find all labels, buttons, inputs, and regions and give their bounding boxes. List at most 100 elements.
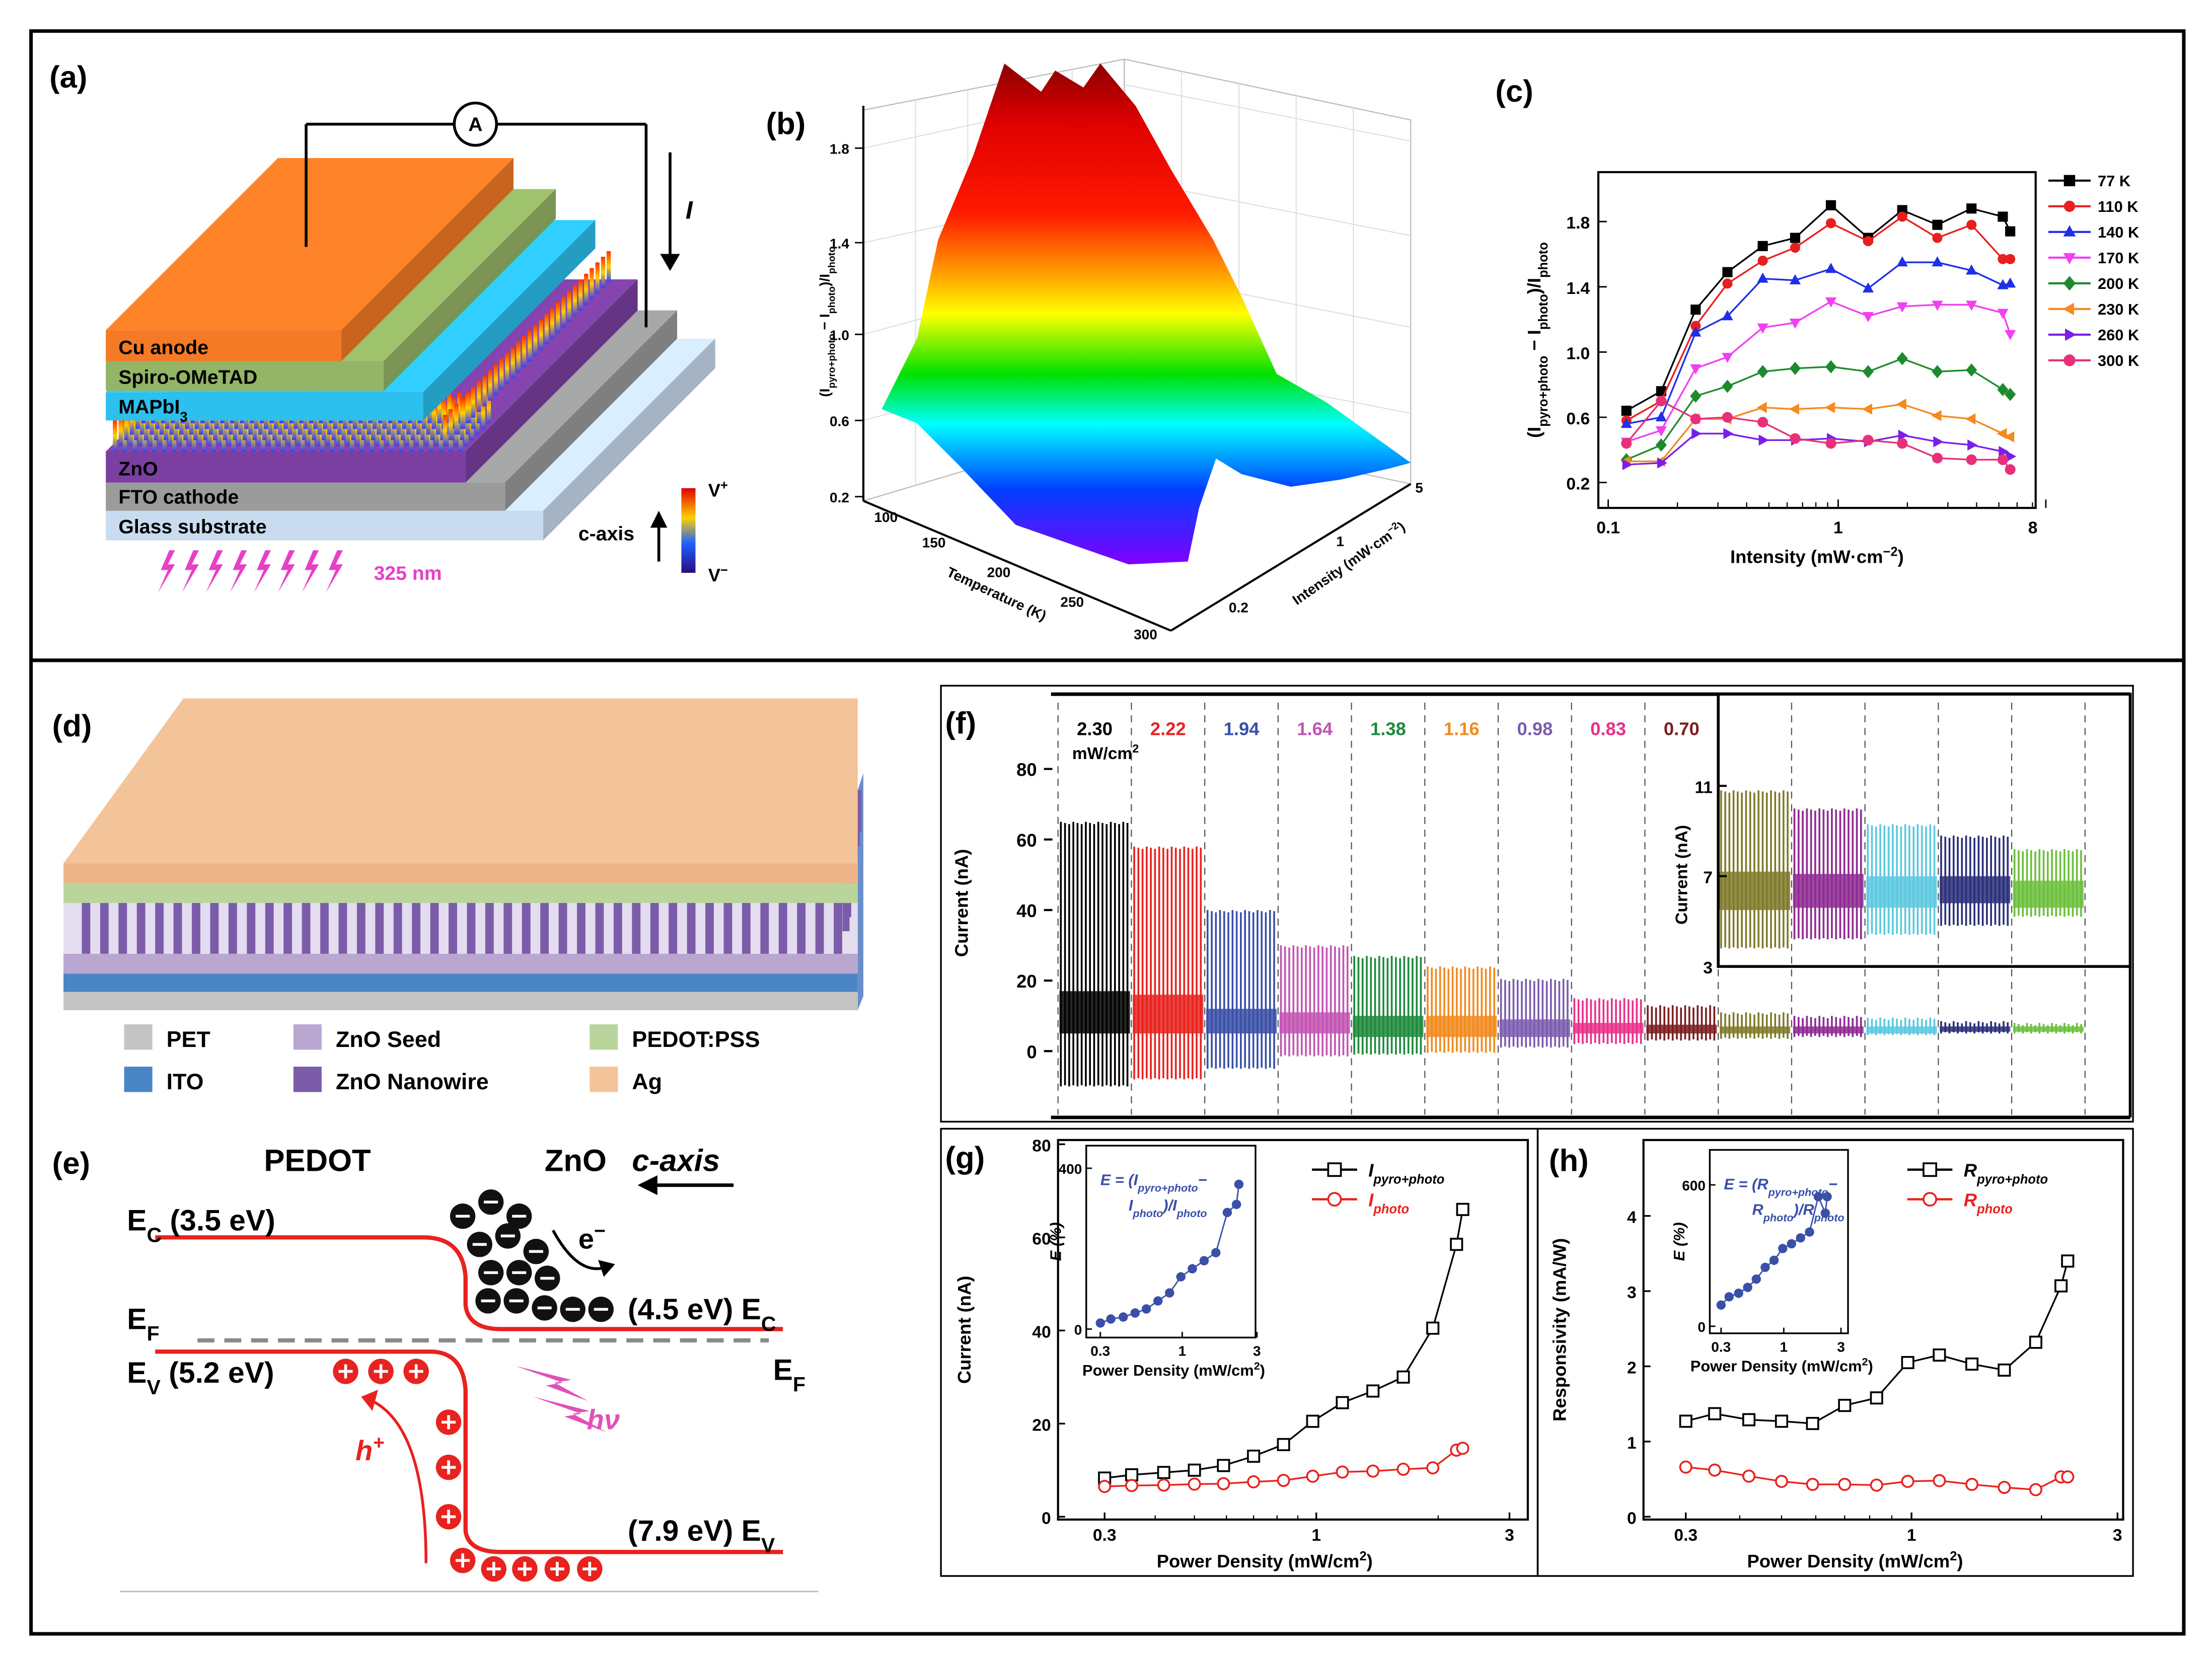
data-point: [1775, 1475, 1789, 1488]
temperature-tick-label: 200: [987, 564, 1011, 580]
intensity-axis: [1170, 483, 1412, 632]
x-axis-label: Power Density (mW/cm2): [1157, 1549, 1373, 1571]
data-point: [1932, 365, 1943, 379]
temperature-tick-label: 300: [1134, 627, 1157, 642]
hole-label: h+: [355, 1432, 384, 1466]
inset-data-point: [1211, 1248, 1221, 1257]
layer-top-face: [106, 158, 514, 330]
y-tick-label: 2: [1627, 1359, 1637, 1378]
y-tick-label: 1.0: [1566, 344, 1590, 363]
data-point: [1789, 403, 1800, 415]
data-point: [1901, 1356, 1914, 1370]
data-point: [1655, 426, 1667, 437]
data-point: [1838, 1399, 1852, 1412]
inset-y-tick-label: 11: [1694, 778, 1713, 797]
intensity-label: 1.38: [1370, 718, 1406, 739]
nanowire: [486, 392, 491, 423]
data-point: [1775, 1414, 1789, 1428]
inset-data-point: [1805, 1227, 1814, 1237]
z-tick-label: 1.8: [830, 141, 849, 157]
uv-light-icon: [158, 550, 175, 593]
legend-label: Ipyro+photo: [1368, 1160, 1444, 1187]
nanowire: [503, 902, 512, 954]
data-point: [1998, 1363, 2011, 1377]
inset-frame-g: [1085, 1145, 1257, 1338]
data-point: [1870, 1391, 1883, 1405]
current-band: [1353, 1016, 1424, 1037]
inset-data-point: [1176, 1272, 1186, 1282]
data-point: [1897, 211, 1907, 222]
data-point: [1863, 236, 1874, 247]
data-point: [1723, 428, 1734, 439]
intensity-label: 0.83: [1590, 718, 1626, 739]
legend-label: 300 K: [2098, 352, 2139, 369]
uv-light-icon: [302, 550, 319, 593]
layer-label: FTO cathode: [118, 486, 239, 508]
nanowire: [375, 902, 384, 954]
nanowire: [632, 902, 641, 954]
data-point: [1966, 363, 1977, 377]
data-point: [1789, 319, 1801, 329]
legend-label: Rpyro+photo: [1964, 1160, 2048, 1187]
data-point: [1898, 429, 1908, 441]
layer-side-face: [384, 189, 556, 391]
nanowire: [572, 285, 577, 316]
series-line: [1626, 432, 2011, 466]
inset-current-band: [1719, 871, 1791, 910]
temperature-axis: [863, 500, 1171, 632]
nanowire: [82, 902, 91, 954]
nanowire: [118, 902, 127, 954]
nanowire: [118, 415, 123, 446]
nanowire: [778, 902, 787, 954]
data-point: [1862, 403, 1872, 415]
nanowire: [584, 273, 588, 305]
panel-label-d: (d): [52, 709, 92, 743]
ev-right-label: (7.9 eV) EV: [628, 1515, 775, 1557]
panel-label-c: (c): [1495, 74, 1533, 109]
ag-top-face: [63, 698, 858, 864]
unit-label: mW/cm2: [1072, 742, 1139, 763]
y-tick-label: 1.4: [1566, 279, 1590, 298]
photon-label: hν: [587, 1404, 620, 1436]
layer-side-face: [423, 220, 596, 421]
ito-layer: [63, 973, 858, 992]
current-band: [1719, 1026, 1791, 1034]
data-point: [1656, 396, 1667, 407]
data-point: [1708, 1407, 1722, 1420]
nanowire: [136, 902, 145, 954]
layer-side-face: [341, 158, 514, 361]
data-point: [1157, 1478, 1170, 1492]
z-tick-label: 0.6: [830, 414, 849, 429]
data-point: [1965, 1357, 1979, 1371]
data-point: [1247, 1475, 1261, 1488]
data-point: [1999, 445, 2009, 458]
gridline: [1124, 84, 1411, 142]
legend-marker: [2062, 303, 2074, 316]
inset-data-point: [1130, 1308, 1140, 1318]
wavelength-label: 325 nm: [374, 562, 442, 584]
data-point: [1790, 233, 1801, 243]
inset-data-point: [1165, 1288, 1174, 1298]
y-tick-label: 20: [1032, 1416, 1051, 1435]
z-tick-label: 1.4: [830, 236, 849, 251]
inset-data-point: [1787, 1239, 1796, 1249]
nanowire: [192, 902, 200, 954]
current-band: [1573, 1023, 1644, 1034]
data-point: [2061, 1254, 2075, 1268]
inset-y-axis-label: Current (nA): [1673, 825, 1691, 925]
data-point: [1932, 219, 1943, 230]
y-tick-label: 40: [1032, 1323, 1051, 1341]
data-point: [1757, 241, 1768, 251]
inset-x-tick-label: 0.3: [1090, 1343, 1110, 1359]
inset-y-tick-label: 400: [1059, 1161, 1082, 1177]
inset-formula: Rphoto)/Rphoto: [1752, 1200, 1844, 1224]
inset-data-point: [1822, 1192, 1832, 1201]
uv-light-icon: [254, 550, 271, 593]
inset-data-point: [1106, 1314, 1116, 1324]
layer-label: ZnO: [118, 458, 158, 480]
series-line: [1626, 261, 2011, 425]
layer-side-face: [543, 338, 715, 541]
surface-mesh: [881, 63, 1411, 565]
panel-label-g: (g): [945, 1141, 985, 1175]
data-point: [1722, 310, 1733, 321]
